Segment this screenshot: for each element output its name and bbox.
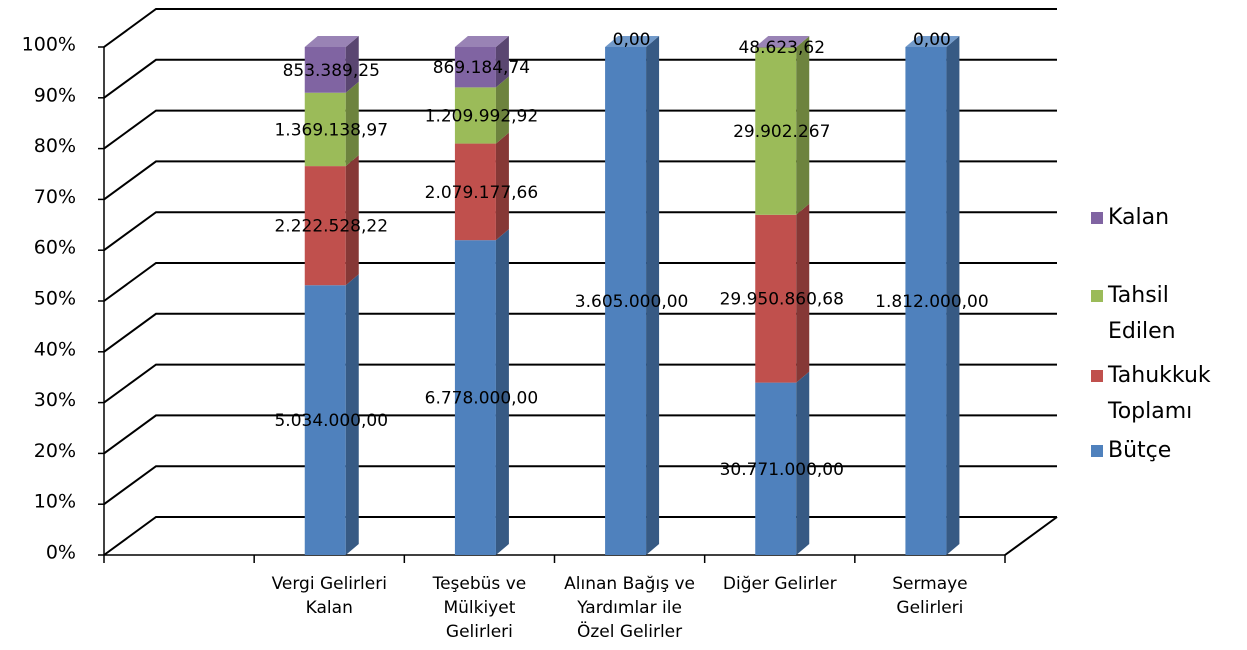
data-label: 853.389,25 [283,61,380,81]
bar-segment [304,285,346,555]
x-category-label: Kalan [306,598,353,618]
data-label: 1.369.138,97 [274,120,388,140]
legend-label: Kalan [1108,205,1169,230]
x-category-label: Vergi Gelirleri [272,574,387,594]
bar-segment [454,143,496,241]
data-label: 29.950.860,68 [720,290,844,310]
bar-segment-side [946,36,960,555]
bar-segment-side [345,274,359,555]
bar-segment-top [304,36,359,47]
bar-segment-side [796,203,810,383]
data-label: 1.209.992,92 [425,106,539,126]
bar-segment [605,47,647,555]
bar-segment [905,47,947,555]
bar-segment [755,382,797,555]
x-category-label: Sermaye [892,574,967,594]
legend-swatch [1091,212,1103,224]
bar-segment-side [495,132,509,241]
legend-label: Tahsil [1107,283,1169,308]
y-tick-label: 40% [34,338,76,360]
y-tick-label: 50% [34,288,76,310]
bar-segment-side [796,371,810,555]
bar-segment [454,87,496,144]
legend-label: Tahukkuk [1107,363,1211,388]
data-label: 5.034.000,00 [274,411,388,431]
x-category-label: Özel Gelirler [577,620,682,642]
data-label: 1.812.000,00 [875,292,989,312]
bar-segment [755,214,797,383]
data-label: 48.623,62 [738,38,825,58]
bar-segment-side [495,229,509,555]
bar-segment [454,240,496,555]
y-tick-label: 60% [34,237,76,259]
y-tick-label: 90% [34,84,76,106]
data-label: 2.222.528,22 [274,217,388,237]
bar-segment [454,47,496,88]
bar-segment-top [755,36,810,47]
legend-swatch [1091,370,1103,382]
bar-segment [755,47,797,215]
bar-segment-side [495,36,509,88]
y-tick-label: 10% [34,491,76,513]
bar-segment-side [796,36,810,215]
data-label: 6.778.000,00 [425,389,539,409]
bar-segment-top [605,36,660,47]
y-tick-label: 80% [34,135,76,157]
gridline [103,8,1057,48]
data-label: 2.079.177,66 [425,183,539,203]
bar-segment [304,166,346,286]
bar-segment-side [495,76,509,144]
bar-segment [304,92,346,167]
data-label: 0,00 [613,30,651,50]
bar-segment-side [796,36,810,48]
data-label: 3.605.000,00 [575,292,689,312]
x-category-label: Mülkiyet [443,598,515,618]
legend-label: Toplamı [1107,399,1192,424]
data-label: 29.902.267 [733,122,830,142]
y-tick-label: 0% [46,542,76,564]
x-category-label: Gelirleri [446,622,513,642]
bar-segment-side [345,81,359,167]
legend-swatch [1091,290,1103,302]
x-category-label: Alınan Bağış ve [564,574,695,594]
floor-right-edge [1004,516,1058,556]
y-tick-label: 70% [34,186,76,208]
bar-segment-side [345,155,359,286]
y-tick-label: 30% [34,389,76,411]
bar-segment-side [345,36,359,93]
legend-label: Bütçe [1108,438,1171,463]
x-category-label: Gelirleri [896,598,963,618]
x-category-label: Diğer Gelirler [723,574,837,594]
y-tick-label: 20% [34,440,76,462]
bar-segment-top [905,36,960,47]
x-category-label: Teşebüs ve [432,574,527,594]
bar-segment [755,47,797,48]
legend-label: Edilen [1108,319,1176,344]
data-label: 869.184,74 [433,58,530,78]
bar-segment-top [454,36,509,47]
bar-segment [304,47,346,93]
x-category-label: Yardımlar ile [576,598,682,618]
data-label: 0,00 [913,30,951,50]
data-label: 30.771.000,00 [720,460,844,480]
y-tick-label: 100% [22,34,76,56]
legend-swatch [1091,445,1103,457]
bar-segment-side [646,36,660,555]
